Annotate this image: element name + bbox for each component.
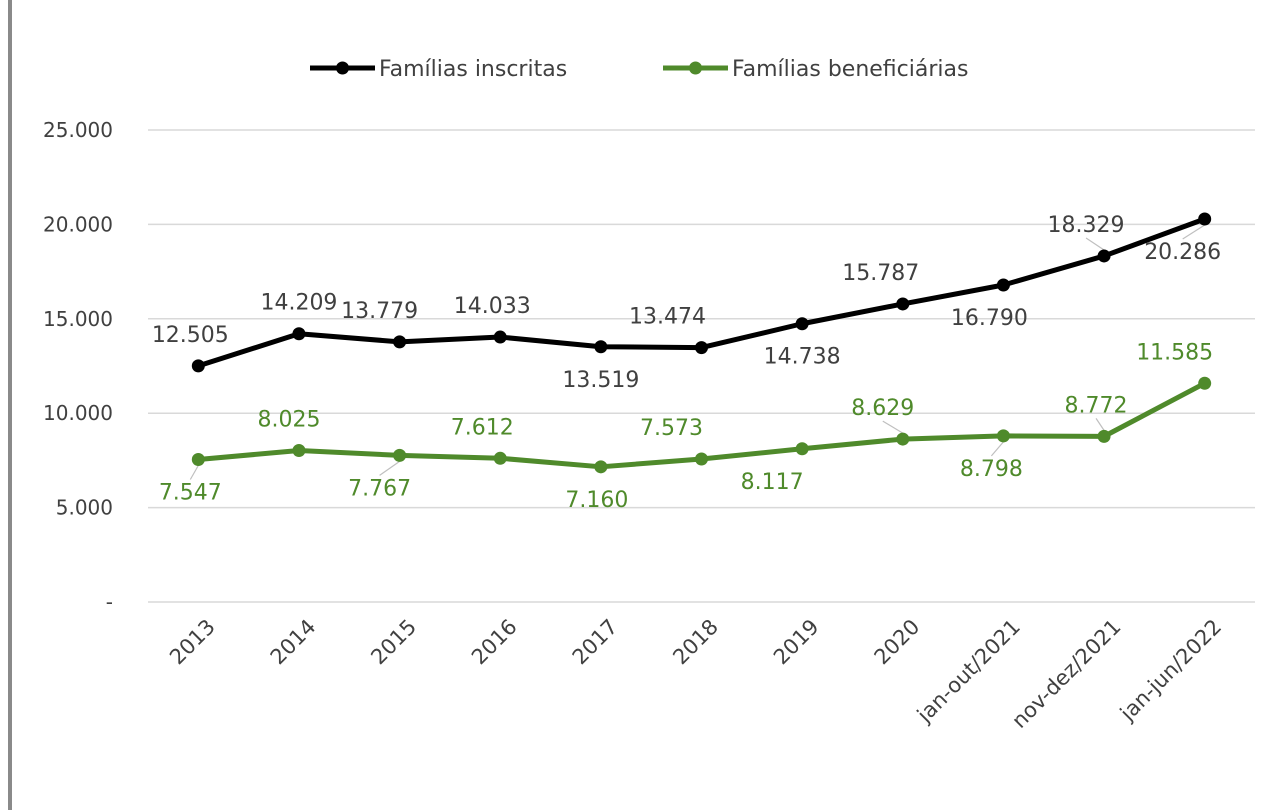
data-label: 7.573: [640, 416, 703, 441]
data-point: [695, 452, 708, 466]
data-point: [1198, 212, 1212, 226]
x-tick-label: 2015: [366, 615, 421, 670]
data-point: [393, 335, 407, 349]
data-point: [896, 432, 910, 446]
data-label: 7.767: [348, 476, 411, 501]
data-point: [191, 359, 205, 373]
data-point: [594, 340, 608, 354]
data-point: [1097, 429, 1111, 443]
data-label: 13.519: [562, 368, 639, 393]
series: [191, 212, 1212, 474]
legend-swatch-marker: [689, 61, 702, 75]
data-label: 7.612: [451, 415, 514, 440]
data-point: [896, 297, 910, 311]
data-label: 15.787: [842, 261, 919, 286]
data-label: 8.025: [257, 407, 320, 432]
data-label: 11.585: [1136, 340, 1213, 365]
data-point: [996, 278, 1010, 292]
data-label: 7.547: [159, 481, 222, 506]
data-label: 14.033: [454, 294, 531, 319]
data-point: [795, 442, 809, 456]
data-label: 16.790: [951, 306, 1028, 331]
data-label: 13.474: [629, 305, 706, 330]
x-tick-label: jan-out/2021: [912, 615, 1025, 728]
data-label: 14.738: [764, 345, 841, 370]
legend: Famílias inscritas Famílias beneficiárias: [310, 57, 968, 82]
left-border: [8, 0, 12, 810]
legend-entry: Famílias beneficiárias: [732, 57, 968, 82]
leader-lines: [189, 224, 1206, 480]
x-tick-label: 2014: [266, 615, 321, 670]
y-tick-label: 20.000: [43, 212, 113, 236]
x-tick-label: jan-jun/2022: [1115, 615, 1226, 726]
data-point: [695, 341, 708, 355]
data-point: [292, 443, 306, 457]
data-point: [191, 453, 205, 467]
data-label: 20.286: [1144, 240, 1221, 265]
leader-line: [1095, 418, 1105, 431]
y-tick-label: 10.000: [43, 401, 113, 425]
data-labels: 12.505 14.209 13.779 14.033 13.519 13.474 14.7…: [152, 213, 1221, 513]
legend-entry: Famílias inscritas: [379, 57, 567, 82]
x-tick-label: 2019: [769, 615, 824, 670]
x-tick-label: 2020: [870, 615, 925, 670]
data-label: 18.329: [1048, 213, 1125, 238]
data-point: [1198, 376, 1212, 390]
leader-line: [882, 420, 904, 434]
x-tick-label: nov-dez/2021: [1007, 615, 1125, 733]
x-tick-label: 2017: [568, 615, 623, 670]
data-point: [493, 330, 507, 344]
y-tick-label: 5.000: [56, 496, 113, 520]
data-point: [1097, 249, 1111, 263]
y-tick-label: 15.000: [43, 307, 113, 331]
x-axis: 2013 2014 2015 2016 2017 2018 2019 2020jan-out/…: [165, 615, 1226, 733]
data-label: 7.160: [565, 488, 628, 513]
legend-swatch-marker: [336, 61, 349, 75]
leader-line: [1085, 237, 1105, 251]
data-label: 12.505: [152, 323, 229, 348]
y-axis: - 5.000 10.000 15.000 20.000 25.000: [43, 118, 113, 614]
data-label: 8.772: [1065, 393, 1128, 418]
data-point: [292, 327, 306, 341]
data-label: 14.209: [260, 291, 337, 316]
x-tick-label: 2018: [668, 615, 723, 670]
leader-line: [1182, 224, 1206, 240]
x-tick-label: 2016: [467, 615, 522, 670]
data-label: 8.798: [960, 457, 1023, 482]
leader-line: [990, 441, 1004, 457]
leader-line: [379, 460, 400, 476]
data-point: [795, 317, 809, 331]
data-label: 13.779: [341, 299, 418, 324]
data-point: [493, 451, 507, 465]
data-label: 8.117: [741, 470, 804, 495]
x-tick-label: 2013: [165, 615, 220, 670]
gridlines: [148, 129, 1255, 603]
data-label: 8.629: [851, 396, 914, 421]
data-point: [594, 460, 608, 474]
y-tick-label: 25.000: [43, 118, 113, 142]
data-point: [393, 448, 407, 462]
y-tick-label: -: [106, 590, 113, 614]
leader-line: [189, 465, 199, 480]
data-point: [996, 429, 1010, 443]
